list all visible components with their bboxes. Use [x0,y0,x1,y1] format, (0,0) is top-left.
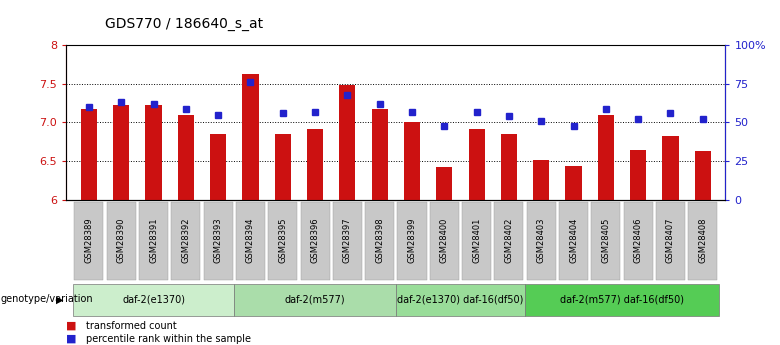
Bar [662,136,679,200]
Bar [404,122,420,200]
Text: GSM28393: GSM28393 [214,218,222,264]
FancyBboxPatch shape [398,202,427,279]
FancyBboxPatch shape [139,202,168,279]
Text: GSM28398: GSM28398 [375,218,385,264]
Text: GSM28408: GSM28408 [698,218,707,263]
Text: percentile rank within the sample: percentile rank within the sample [86,334,251,344]
Text: daf-2(m577): daf-2(m577) [285,294,346,304]
FancyBboxPatch shape [74,202,104,279]
FancyBboxPatch shape [107,202,136,279]
Bar [469,129,484,200]
Text: GSM28399: GSM28399 [407,218,417,263]
Text: GSM28404: GSM28404 [569,218,578,263]
Bar [436,168,452,200]
FancyBboxPatch shape [591,202,620,279]
Text: GSM28407: GSM28407 [666,218,675,263]
Bar [307,129,323,200]
FancyBboxPatch shape [172,202,200,279]
Bar [243,75,258,200]
Bar [371,109,388,200]
Text: GSM28403: GSM28403 [537,218,546,263]
Text: GSM28390: GSM28390 [117,218,126,263]
FancyBboxPatch shape [656,202,685,279]
Text: GSM28389: GSM28389 [84,218,94,264]
Text: daf-2(e1370) daf-16(df50): daf-2(e1370) daf-16(df50) [397,294,523,304]
FancyBboxPatch shape [268,202,297,279]
Text: GSM28400: GSM28400 [440,218,448,263]
Text: GSM28391: GSM28391 [149,218,158,263]
FancyBboxPatch shape [559,202,588,279]
Text: GSM28396: GSM28396 [310,218,320,264]
Bar [695,151,711,200]
FancyBboxPatch shape [624,202,653,279]
Text: GSM28394: GSM28394 [246,218,255,263]
FancyBboxPatch shape [525,284,719,316]
Text: GSM28406: GSM28406 [633,218,643,263]
Text: GSM28392: GSM28392 [181,218,190,263]
Bar [275,134,291,200]
Text: GDS770 / 186640_s_at: GDS770 / 186640_s_at [105,17,264,31]
Text: GSM28405: GSM28405 [601,218,611,263]
Text: GSM28402: GSM28402 [505,218,513,263]
Bar [534,160,549,200]
Text: GSM28397: GSM28397 [343,218,352,264]
Bar [145,106,161,200]
FancyBboxPatch shape [73,284,234,316]
Text: daf-2(e1370): daf-2(e1370) [122,294,185,304]
Text: GSM28395: GSM28395 [278,218,287,263]
Text: genotype/variation: genotype/variation [1,294,94,304]
FancyBboxPatch shape [365,202,394,279]
Bar [630,150,647,200]
Bar [210,134,226,200]
Bar [501,134,517,200]
FancyBboxPatch shape [430,202,459,279]
FancyBboxPatch shape [234,284,396,316]
Bar [597,115,614,200]
FancyBboxPatch shape [236,202,265,279]
Text: ■: ■ [66,334,76,344]
Text: transformed count: transformed count [86,321,176,331]
Text: GSM28401: GSM28401 [472,218,481,263]
FancyBboxPatch shape [688,202,718,279]
Bar [81,109,97,200]
FancyBboxPatch shape [300,202,330,279]
FancyBboxPatch shape [333,202,362,279]
FancyBboxPatch shape [462,202,491,279]
FancyBboxPatch shape [526,202,556,279]
Text: ▶: ▶ [56,294,64,304]
Text: daf-2(m577) daf-16(df50): daf-2(m577) daf-16(df50) [560,294,684,304]
Text: ■: ■ [66,321,76,331]
Bar [178,115,194,200]
Bar [566,166,582,200]
FancyBboxPatch shape [204,202,232,279]
Bar [339,85,356,200]
FancyBboxPatch shape [495,202,523,279]
FancyBboxPatch shape [396,284,525,316]
Bar [113,106,129,200]
